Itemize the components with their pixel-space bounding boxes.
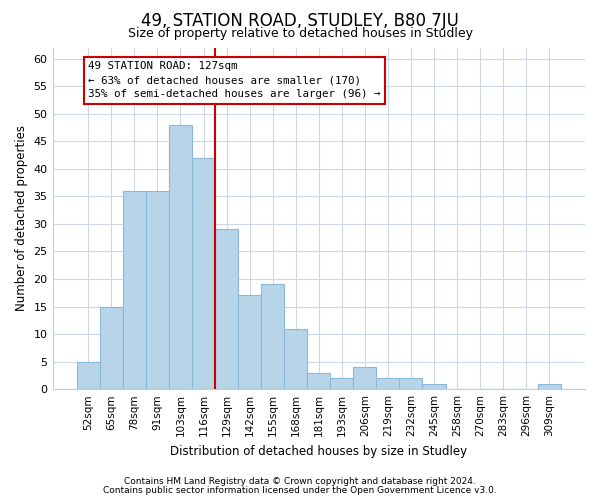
Text: Contains HM Land Registry data © Crown copyright and database right 2024.: Contains HM Land Registry data © Crown c…: [124, 477, 476, 486]
Bar: [353, 367, 376, 389]
Bar: [400, 378, 422, 389]
Bar: [538, 384, 561, 389]
Bar: [100, 306, 123, 389]
Text: 49, STATION ROAD, STUDLEY, B80 7JU: 49, STATION ROAD, STUDLEY, B80 7JU: [141, 12, 459, 30]
Text: Size of property relative to detached houses in Studley: Size of property relative to detached ho…: [128, 28, 473, 40]
X-axis label: Distribution of detached houses by size in Studley: Distribution of detached houses by size …: [170, 444, 467, 458]
Bar: [215, 230, 238, 389]
Bar: [422, 384, 446, 389]
Bar: [192, 158, 215, 389]
Bar: [123, 191, 146, 389]
Bar: [376, 378, 400, 389]
Bar: [146, 191, 169, 389]
Y-axis label: Number of detached properties: Number of detached properties: [15, 126, 28, 312]
Bar: [307, 372, 330, 389]
Bar: [169, 124, 192, 389]
Text: Contains public sector information licensed under the Open Government Licence v3: Contains public sector information licen…: [103, 486, 497, 495]
Bar: [330, 378, 353, 389]
Bar: [77, 362, 100, 389]
Bar: [261, 284, 284, 389]
Text: 49 STATION ROAD: 127sqm
← 63% of detached houses are smaller (170)
35% of semi-d: 49 STATION ROAD: 127sqm ← 63% of detache…: [88, 62, 381, 100]
Bar: [238, 296, 261, 389]
Bar: [284, 328, 307, 389]
